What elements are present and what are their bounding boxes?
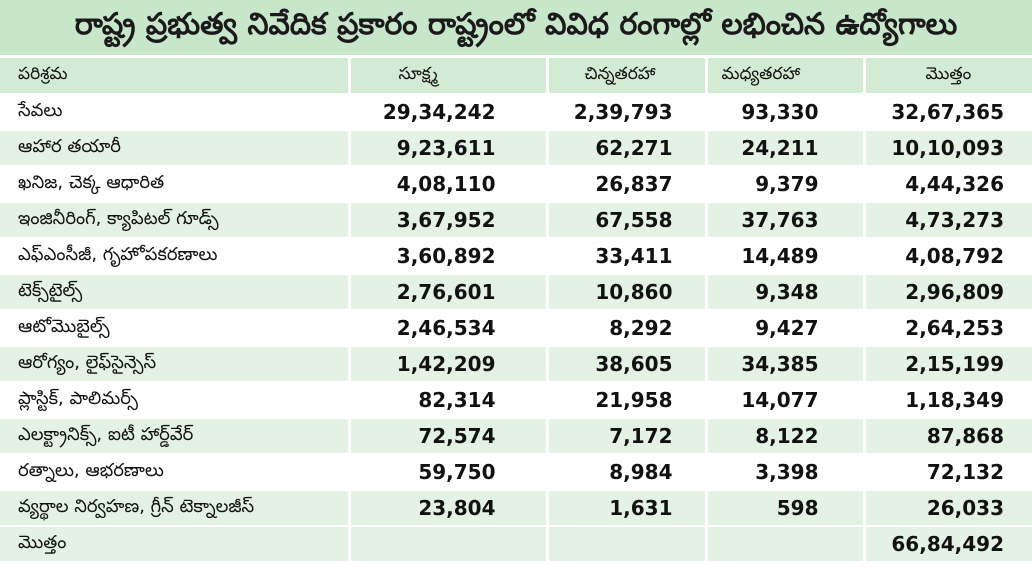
- medium-cell: 3,398: [704, 454, 864, 491]
- medium-cell: 9,379: [704, 166, 864, 203]
- small-cell: 67,558: [545, 202, 706, 239]
- header-small: చిన్నతరహా: [545, 58, 706, 95]
- small-cell: 62,271: [545, 130, 706, 167]
- small-cell: 33,411: [545, 238, 706, 275]
- micro-cell: 9,23,611: [347, 130, 547, 167]
- total-cell: 87,868: [862, 418, 1032, 455]
- medium-cell: 37,763: [704, 202, 864, 239]
- sector-cell: ఆటోమొబైల్స్: [0, 310, 349, 347]
- total-cell: 10,10,093: [862, 130, 1032, 167]
- total-cell: 72,132: [862, 454, 1032, 491]
- micro-cell: 4,08,110: [347, 166, 547, 203]
- small-cell: 21,958: [545, 382, 706, 419]
- sector-cell: రత్నాలు, ఆభరణాలు: [0, 454, 349, 491]
- sector-cell: సేవలు: [0, 94, 349, 131]
- table-header-row: పరిశ్రమ సూక్ష్మ చిన్నతరహా మధ్యతరహా మొత్త…: [0, 58, 1032, 95]
- table-row: ఆరోగ్యం, లైఫ్‌సైన్సెస్ 1,42,209 38,605 3…: [0, 346, 1032, 383]
- medium-cell: 93,330: [704, 94, 864, 131]
- micro-cell: 3,67,952: [347, 202, 547, 239]
- small-cell: 10,860: [545, 274, 706, 311]
- medium-cell: 24,211: [704, 130, 864, 167]
- sector-cell: ఎఫ్ఎంసీజీ, గృహోపకరణాలు: [0, 238, 349, 275]
- employment-table: పరిశ్రమ సూక్ష్మ చిన్నతరహా మధ్యతరహా మొత్త…: [0, 58, 1032, 563]
- micro-cell: 72,574: [347, 418, 547, 455]
- medium-cell: 14,077: [704, 382, 864, 419]
- header-medium: మధ్యతరహా: [704, 58, 864, 95]
- medium-cell: 9,348: [704, 274, 864, 311]
- total-cell: 26,033: [862, 490, 1032, 527]
- table-row: ఎలక్ట్రానిక్స్, ఐటీ హార్డ్‌వేర్ 72,574 7…: [0, 418, 1032, 455]
- total-cell: 32,67,365: [862, 94, 1032, 131]
- total-cell: 1,18,349: [862, 382, 1032, 419]
- sector-cell: ప్లాస్టిక్, పాలిమర్స్: [0, 382, 349, 419]
- micro-cell: 82,314: [347, 382, 547, 419]
- medium-cell: 14,489: [704, 238, 864, 275]
- table-row: ఆహార తయారీ 9,23,611 62,271 24,211 10,10,…: [0, 130, 1032, 167]
- table-body: సేవలు 29,34,242 2,39,793 93,330 32,67,36…: [0, 94, 1032, 563]
- small-cell: 38,605: [545, 346, 706, 383]
- medium-cell: 598: [704, 490, 864, 527]
- micro-cell: 59,750: [347, 454, 547, 491]
- total-row: మొత్తం 66,84,492: [0, 526, 1032, 563]
- total-cell: 4,73,273: [862, 202, 1032, 239]
- medium-cell: 8,122: [704, 418, 864, 455]
- micro-cell: 2,76,601: [347, 274, 547, 311]
- sector-cell: ఆహార తయారీ: [0, 130, 349, 167]
- header-sector: పరిశ్రమ: [0, 58, 349, 95]
- micro-cell: 23,804: [347, 490, 547, 527]
- table-row: సేవలు 29,34,242 2,39,793 93,330 32,67,36…: [0, 94, 1032, 131]
- table-row: రత్నాలు, ఆభరణాలు 59,750 8,984 3,398 72,1…: [0, 454, 1032, 491]
- table-row: ఎఫ్ఎంసీజీ, గృహోపకరణాలు 3,60,892 33,411 1…: [0, 238, 1032, 275]
- micro-cell: 29,34,242: [347, 94, 547, 131]
- small-cell: 26,837: [545, 166, 706, 203]
- small-cell: 8,292: [545, 310, 706, 347]
- total-cell: 2,15,199: [862, 346, 1032, 383]
- table-row: ప్లాస్టిక్, పాలిమర్స్ 82,314 21,958 14,0…: [0, 382, 1032, 419]
- micro-cell: 1,42,209: [347, 346, 547, 383]
- small-cell: 1,631: [545, 490, 706, 527]
- sector-cell: ఇంజినీరింగ్, క్యాపిటల్ గూడ్స్: [0, 202, 349, 239]
- total-cell: 2,64,253: [862, 310, 1032, 347]
- medium-cell: 34,385: [704, 346, 864, 383]
- sector-cell: టెక్స్‌టైల్స్: [0, 274, 349, 311]
- sector-cell: ఖనిజ, చెక్క ఆధారిత: [0, 166, 349, 203]
- total-row-label: మొత్తం: [0, 526, 349, 563]
- total-cell: 2,96,809: [862, 274, 1032, 311]
- total-row-medium: [704, 526, 864, 563]
- small-cell: 8,984: [545, 454, 706, 491]
- header-total: మొత్తం: [862, 58, 1032, 95]
- table-row: ఇంజినీరింగ్, క్యాపిటల్ గూడ్స్ 3,67,952 6…: [0, 202, 1032, 239]
- header-micro: సూక్ష్మ: [347, 58, 547, 95]
- sector-cell: వ్యర్థాల నిర్వహణ, గ్రీన్ టెక్నాలజీస్: [0, 490, 349, 527]
- total-cell: 4,44,326: [862, 166, 1032, 203]
- table-row: టెక్స్‌టైల్స్ 2,76,601 10,860 9,348 2,96…: [0, 274, 1032, 311]
- total-cell: 4,08,792: [862, 238, 1032, 275]
- table-row: వ్యర్థాల నిర్వహణ, గ్రీన్ టెక్నాలజీస్ 23,…: [0, 490, 1032, 527]
- small-cell: 2,39,793: [545, 94, 706, 131]
- total-row-small: [545, 526, 706, 563]
- table-row: ఖనిజ, చెక్క ఆధారిత 4,08,110 26,837 9,379…: [0, 166, 1032, 203]
- page-title: రాష్ట్ర ప్రభుత్వ నివేదిక ప్రకారం రాష్ట్ర…: [0, 0, 1032, 58]
- total-row-micro: [347, 526, 547, 563]
- sector-cell: ఎలక్ట్రానిక్స్, ఐటీ హార్డ్‌వేర్: [0, 418, 349, 455]
- medium-cell: 9,427: [704, 310, 864, 347]
- micro-cell: 2,46,534: [347, 310, 547, 347]
- table-row: ఆటోమొబైల్స్ 2,46,534 8,292 9,427 2,64,25…: [0, 310, 1032, 347]
- grand-total-value: 66,84,492: [862, 526, 1032, 563]
- small-cell: 7,172: [545, 418, 706, 455]
- sector-cell: ఆరోగ్యం, లైఫ్‌సైన్సెస్: [0, 346, 349, 383]
- micro-cell: 3,60,892: [347, 238, 547, 275]
